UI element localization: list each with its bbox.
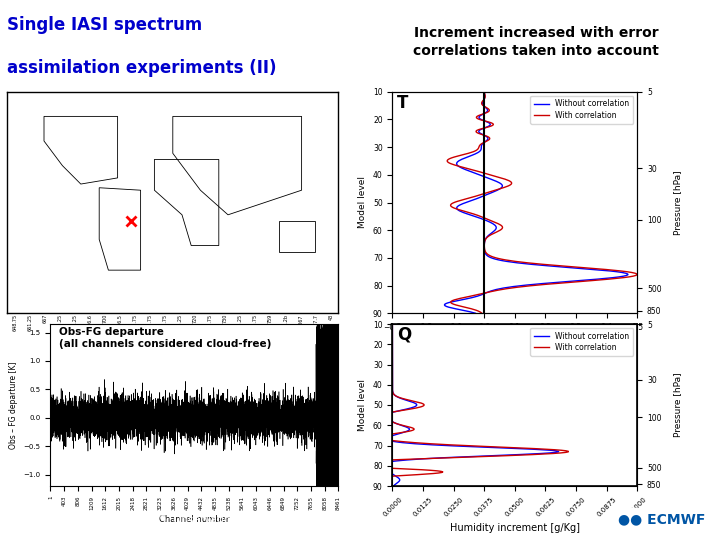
Y-axis label: Model level: Model level [359, 177, 367, 228]
Text: 696.5: 696.5 [117, 314, 122, 328]
Text: Single IASI spectrum: Single IASI spectrum [7, 16, 202, 34]
Text: T: T [397, 94, 409, 112]
Text: 736.25: 736.25 [238, 314, 243, 331]
X-axis label: Temperature increment [K]: Temperature increment [K] [449, 338, 581, 347]
Text: 1967.7: 1967.7 [313, 314, 318, 331]
Text: 710.75: 710.75 [253, 314, 258, 331]
Text: 667: 667 [42, 314, 48, 323]
Text: 716.25: 716.25 [178, 314, 183, 331]
Legend: Without correlation, With correlation: Without correlation, With correlation [530, 328, 634, 356]
Text: 730: 730 [223, 314, 228, 323]
Text: ●● ECMWF: ●● ECMWF [618, 513, 706, 526]
Text: 661.25: 661.25 [27, 314, 32, 331]
Text: 701.75: 701.75 [132, 314, 138, 331]
Text: 648.75: 648.75 [12, 314, 17, 331]
Text: 769.2b: 769.2b [283, 314, 288, 331]
Text: 1367: 1367 [298, 314, 303, 327]
Text: 43: 43 [328, 314, 333, 320]
Text: 707.75: 707.75 [148, 314, 153, 331]
Text: 691.25: 691.25 [73, 314, 78, 331]
Text: NWP SAF training course 2019: Observation errors: NWP SAF training course 2019: Observatio… [7, 515, 271, 525]
Y-axis label: Pressure [hPa]: Pressure [hPa] [672, 170, 682, 235]
Y-axis label: Obs – FG departure [K]: Obs – FG departure [K] [9, 361, 18, 449]
X-axis label: Channel number: Channel number [159, 515, 230, 524]
Text: Increment increased with error
correlations taken into account: Increment increased with error correlati… [413, 25, 660, 58]
Text: 700: 700 [102, 314, 107, 323]
Y-axis label: Model level: Model level [359, 379, 367, 431]
Text: 696.6: 696.6 [88, 314, 92, 328]
Legend: Without correlation, With correlation: Without correlation, With correlation [530, 96, 634, 124]
Text: 720: 720 [193, 314, 198, 323]
Text: 759: 759 [268, 314, 273, 323]
Text: 670.25: 670.25 [58, 314, 63, 331]
Text: Q: Q [397, 326, 412, 343]
Text: assimilation experiments (II): assimilation experiments (II) [7, 59, 276, 77]
Text: 723.75: 723.75 [208, 314, 213, 331]
Y-axis label: Pressure [hPa]: Pressure [hPa] [672, 373, 682, 437]
X-axis label: Humidity increment [g/Kg]: Humidity increment [g/Kg] [450, 523, 580, 533]
Text: 712.75: 712.75 [163, 314, 168, 331]
Text: Obs-FG departure
(all channels considered cloud-free): Obs-FG departure (all channels considere… [59, 327, 271, 349]
